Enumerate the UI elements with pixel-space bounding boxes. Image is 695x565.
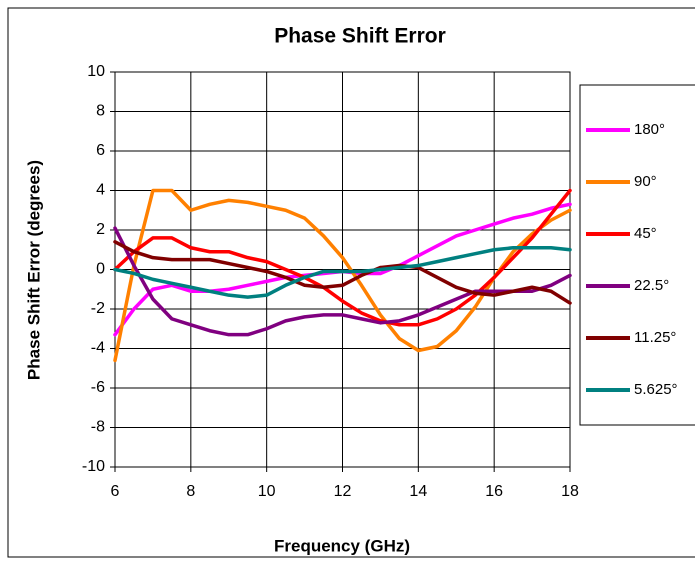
- y-tick-label: -10: [82, 458, 105, 475]
- x-tick-label: 14: [409, 483, 427, 500]
- y-tick-label: 8: [96, 103, 105, 120]
- x-tick-label: 18: [561, 483, 579, 500]
- y-tick-label: 2: [96, 221, 105, 238]
- y-tick-label: -8: [91, 419, 105, 436]
- series-line: [113, 240, 572, 305]
- y-tick-label: -6: [91, 379, 105, 396]
- x-tick-label: 8: [186, 483, 195, 500]
- y-tick-label: 6: [96, 142, 105, 159]
- y-tick-label: 4: [96, 182, 105, 199]
- series-line: [113, 246, 572, 299]
- x-tick-label: 6: [111, 483, 120, 500]
- series-line: [113, 188, 572, 327]
- legend-label: 11.25°: [634, 329, 676, 346]
- y-tick-label: 0: [96, 261, 105, 278]
- x-tick-label: 12: [334, 483, 352, 500]
- y-axis-label: Phase Shift Error (degrees): [24, 160, 43, 380]
- legend-box: [579, 84, 695, 426]
- y-tick-label: -2: [91, 300, 105, 317]
- chart-title: Phase Shift Error: [274, 25, 446, 48]
- x-tick-label: 16: [485, 483, 503, 500]
- series-line: [113, 226, 572, 337]
- legend-label: 45°: [634, 225, 657, 242]
- y-tick-label: -4: [91, 340, 105, 357]
- legend-label: 90°: [634, 173, 657, 190]
- x-axis-label: Frequency (GHz): [274, 536, 410, 555]
- legend-label: 22.5°: [634, 277, 669, 294]
- x-tick-label: 10: [258, 483, 276, 500]
- legend-label: 5.625°: [634, 381, 678, 398]
- y-tick-label: 10: [87, 63, 105, 80]
- legend-label: 180°: [634, 121, 665, 138]
